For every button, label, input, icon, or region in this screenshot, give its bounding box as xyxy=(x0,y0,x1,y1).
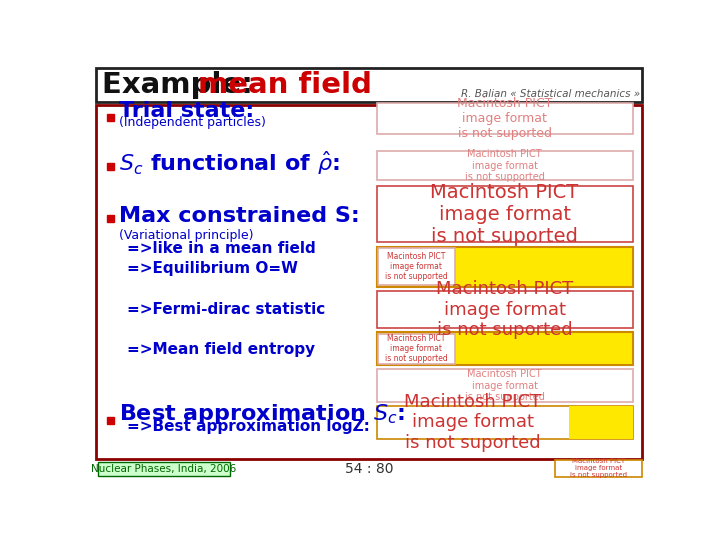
Text: Macintosh PICT
image format
is not suported: Macintosh PICT image format is not supor… xyxy=(404,393,541,453)
Text: =>like in a mean field: =>like in a mean field xyxy=(127,240,316,255)
Text: =>Equilibrium O=W: =>Equilibrium O=W xyxy=(127,261,298,276)
Text: Trial state:: Trial state: xyxy=(120,101,255,121)
Text: $S_c$ functional of $\hat{\rho}$:: $S_c$ functional of $\hat{\rho}$: xyxy=(120,150,340,177)
Text: =>Best approximation logZ:: =>Best approximation logZ: xyxy=(127,419,370,434)
Text: Nuclear Phases, India, 2006: Nuclear Phases, India, 2006 xyxy=(91,464,236,474)
Text: Max constrained S:: Max constrained S: xyxy=(120,206,360,226)
Bar xyxy=(107,163,114,170)
Text: Macintosh PICT
image format
is not supported: Macintosh PICT image format is not suppo… xyxy=(464,149,544,183)
Bar xyxy=(377,247,632,287)
Bar xyxy=(569,406,632,439)
Text: (Variational principle): (Variational principle) xyxy=(120,230,254,242)
Text: 54 : 80: 54 : 80 xyxy=(345,462,393,476)
Text: Macintosh PICT
image format
is not suported: Macintosh PICT image format is not supor… xyxy=(431,183,579,246)
Bar xyxy=(98,462,230,476)
Text: Macintosh PICT
image format
is not supported: Macintosh PICT image format is not suppo… xyxy=(385,252,448,281)
Text: mean field: mean field xyxy=(199,71,372,99)
Text: Macintosh PICT
image format
is not suported: Macintosh PICT image format is not supor… xyxy=(457,97,552,140)
Text: Macintosh PICT
image format
is not supported: Macintosh PICT image format is not suppo… xyxy=(570,458,627,478)
Bar xyxy=(377,332,632,365)
Bar xyxy=(377,103,632,134)
Text: =>Mean field entropy: =>Mean field entropy xyxy=(127,342,315,357)
Bar xyxy=(96,68,642,102)
Bar xyxy=(377,291,632,328)
Bar xyxy=(377,151,632,180)
Text: Best approximation $S_c$:: Best approximation $S_c$: xyxy=(120,402,405,426)
Text: R. Balian « Statistical mechanics »: R. Balian « Statistical mechanics » xyxy=(461,89,640,99)
Bar xyxy=(377,334,455,363)
Text: Macintosh PICT
image format
is not supported: Macintosh PICT image format is not suppo… xyxy=(385,334,448,363)
Bar xyxy=(377,406,632,439)
Text: Macintosh PICT
image format
is not supported: Macintosh PICT image format is not suppo… xyxy=(464,369,544,402)
Bar xyxy=(377,369,632,402)
Bar xyxy=(107,215,114,222)
Bar xyxy=(377,186,632,242)
Bar xyxy=(107,417,114,424)
Bar xyxy=(377,248,455,285)
Text: Macintosh PICT
image format
is not suported: Macintosh PICT image format is not supor… xyxy=(436,280,573,340)
Bar xyxy=(96,105,642,459)
Bar xyxy=(107,114,114,120)
Text: Example:: Example: xyxy=(102,71,264,99)
Text: (Independent particles): (Independent particles) xyxy=(120,116,266,129)
Text: =>Fermi-dirac statistic: =>Fermi-dirac statistic xyxy=(127,302,325,317)
Bar xyxy=(555,460,642,477)
